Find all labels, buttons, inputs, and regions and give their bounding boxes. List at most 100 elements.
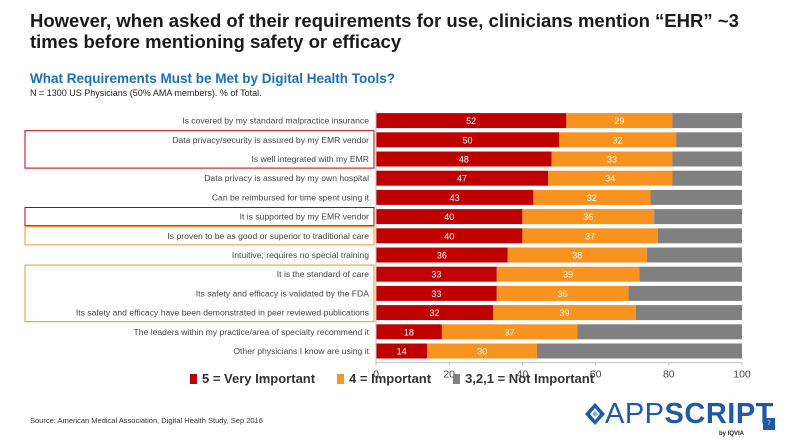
source-note: Source: American Medical Association, Di… bbox=[30, 416, 263, 425]
x-tick-label: 80 bbox=[663, 369, 675, 381]
data-label: 39 bbox=[559, 308, 569, 318]
bar-segment bbox=[376, 228, 523, 244]
bar-segment bbox=[551, 151, 673, 167]
category-label: It is the standard of care bbox=[277, 269, 369, 279]
data-label: 37 bbox=[585, 231, 595, 241]
highlight-box bbox=[24, 130, 375, 169]
bar-segment bbox=[376, 132, 559, 148]
bar-segment bbox=[376, 343, 428, 359]
chart-legend: 5 = Very Important 4 = Important 3,2,1 =… bbox=[190, 371, 594, 386]
bar-segment bbox=[672, 151, 742, 167]
data-label: 36 bbox=[583, 212, 593, 222]
data-label: 47 bbox=[457, 174, 467, 184]
data-label: 32 bbox=[430, 308, 440, 318]
data-label: 36 bbox=[558, 289, 568, 299]
x-tick-label: 40 bbox=[517, 369, 529, 381]
bar-segment bbox=[376, 266, 497, 282]
category-label: Data privacy is assured by my own hospit… bbox=[204, 173, 369, 183]
data-label: 52 bbox=[466, 116, 476, 126]
legend-label: 3,2,1 = Not Important bbox=[465, 371, 595, 386]
legend-swatch bbox=[337, 373, 345, 384]
bar-segment bbox=[646, 247, 742, 263]
bar-segment bbox=[654, 209, 742, 225]
bar-segment bbox=[672, 113, 742, 129]
category-label: Data privacy/security is assured by my E… bbox=[172, 135, 369, 145]
highlight-box bbox=[24, 226, 375, 246]
category-label: Is proven to be as good or superior to t… bbox=[167, 231, 369, 241]
data-label: 39 bbox=[563, 270, 573, 280]
data-label: 32 bbox=[587, 193, 597, 203]
bar-segment bbox=[533, 189, 651, 205]
data-label: 40 bbox=[444, 231, 454, 241]
bar-segment bbox=[376, 151, 552, 167]
bar-segment bbox=[537, 343, 742, 359]
bar-segment bbox=[376, 247, 508, 263]
category-label: The leaders within my practice/area of s… bbox=[134, 327, 370, 337]
data-label: 37 bbox=[505, 327, 515, 337]
legend-swatch bbox=[190, 373, 197, 384]
category-label: Can be reimbursed for time spent using i… bbox=[212, 192, 370, 202]
appscript-logo: APPSCRIPT by IQVIA bbox=[585, 398, 773, 442]
category-label: Its safety and efficacy is validated by … bbox=[196, 288, 370, 298]
bar-segment bbox=[676, 132, 742, 148]
bar-segment bbox=[376, 305, 494, 321]
brand-sub: by IQVIA bbox=[719, 431, 745, 437]
data-label: 32 bbox=[613, 135, 623, 145]
bar-segment bbox=[496, 266, 640, 282]
bar-segment bbox=[559, 132, 677, 148]
data-label: 30 bbox=[477, 347, 487, 357]
bar-segment bbox=[635, 305, 742, 321]
category-label: Is covered by my standard malpractice in… bbox=[182, 116, 369, 126]
category-label: Intuitive; requires no special training bbox=[232, 250, 369, 260]
data-label: 14 bbox=[397, 347, 407, 357]
bar-segment bbox=[441, 324, 578, 340]
legend-item-important: 4 = Important bbox=[337, 371, 431, 386]
data-label: 36 bbox=[437, 251, 447, 261]
bar-segment bbox=[522, 228, 658, 244]
legend-item-very-important: 5 = Very Important bbox=[190, 371, 315, 386]
bar-segment bbox=[376, 209, 523, 225]
bar-segment bbox=[376, 189, 534, 205]
data-label: 18 bbox=[404, 327, 414, 337]
headline: However, when asked of their requirement… bbox=[30, 10, 739, 52]
bar-segment bbox=[650, 189, 742, 205]
bar-segment bbox=[376, 113, 567, 129]
x-tick-label: 60 bbox=[590, 369, 602, 381]
bar-segment bbox=[628, 285, 742, 301]
page-number: 7 bbox=[763, 418, 775, 430]
bar-segment bbox=[427, 343, 538, 359]
brand-wordmark: APPSCRIPT bbox=[605, 398, 774, 431]
bar-segment bbox=[376, 324, 442, 340]
diamond-logo-icon bbox=[585, 403, 605, 425]
category-label: Its safety and efficacy have been demons… bbox=[76, 308, 369, 318]
bar-segment bbox=[548, 170, 673, 186]
bar-segment bbox=[672, 170, 742, 186]
bar-segment bbox=[577, 324, 742, 340]
bar-segment bbox=[639, 266, 742, 282]
data-label: 34 bbox=[605, 174, 615, 184]
category-label: Is well integrated with my EMR bbox=[252, 154, 369, 164]
brand-word-a: APP bbox=[605, 398, 665, 430]
legend-label: 5 = Very Important bbox=[202, 371, 316, 386]
bar-segment bbox=[376, 285, 497, 301]
data-label: 38 bbox=[572, 251, 582, 261]
brand-word-b: SCRIPT bbox=[664, 398, 774, 430]
data-label: 33 bbox=[431, 270, 441, 280]
bar-segment bbox=[496, 285, 629, 301]
highlight-box bbox=[24, 264, 375, 323]
sample-note: N = 1300 US Physicians (50% AMA members)… bbox=[30, 88, 262, 98]
legend-label: 4 = Important bbox=[349, 371, 432, 386]
data-label: 33 bbox=[607, 155, 617, 165]
data-label: 50 bbox=[462, 135, 472, 145]
data-label: 29 bbox=[614, 116, 624, 126]
data-label: 48 bbox=[459, 155, 469, 165]
category-label: Other physicians I know are using it bbox=[233, 346, 369, 356]
x-tick-label: 20 bbox=[443, 369, 455, 381]
bar-segment bbox=[376, 170, 549, 186]
x-tick-label: 100 bbox=[733, 369, 751, 381]
bar-segment bbox=[522, 209, 655, 225]
category-label: It is supported by my EMR vendor bbox=[240, 212, 370, 222]
data-label: 33 bbox=[431, 289, 441, 299]
legend-swatch bbox=[453, 373, 461, 384]
